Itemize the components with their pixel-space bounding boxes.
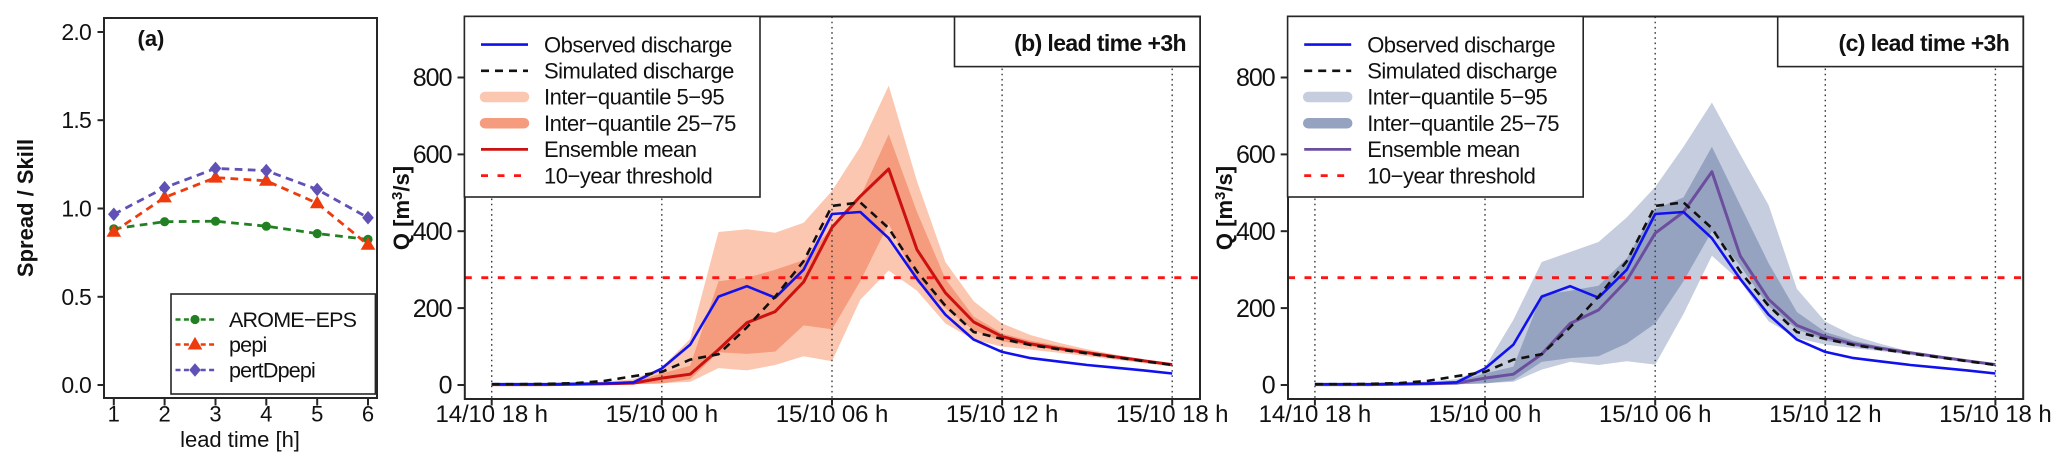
svg-text:Simulated discharge: Simulated discharge — [1367, 59, 1557, 84]
svg-text:10−year threshold: 10−year threshold — [544, 163, 712, 188]
svg-text:800: 800 — [413, 64, 452, 92]
svg-text:5: 5 — [311, 402, 323, 427]
svg-text:Q [m3/s]: Q [m3/s] — [389, 166, 414, 250]
svg-text:15/10 12 h: 15/10 12 h — [1769, 401, 1881, 428]
svg-text:400: 400 — [1236, 218, 1275, 246]
svg-text:1: 1 — [108, 402, 120, 427]
svg-text:1.5: 1.5 — [61, 107, 91, 133]
svg-text:pepi: pepi — [229, 333, 266, 357]
svg-text:3: 3 — [209, 402, 221, 427]
svg-text:0.0: 0.0 — [61, 372, 91, 398]
svg-text:Simulated discharge: Simulated discharge — [544, 59, 734, 84]
svg-text:Ensemble mean: Ensemble mean — [1367, 137, 1519, 162]
svg-text:6: 6 — [362, 402, 374, 427]
svg-text:Inter−quantile 25−75: Inter−quantile 25−75 — [1367, 111, 1559, 136]
svg-text:(b) lead time +3h: (b) lead time +3h — [1014, 30, 1186, 56]
svg-text:800: 800 — [1236, 64, 1275, 92]
svg-text:Q [m3/s]: Q [m3/s] — [1212, 166, 1237, 250]
svg-text:lead time [h]: lead time [h] — [180, 427, 300, 452]
svg-text:15/10 18 h: 15/10 18 h — [1116, 401, 1228, 428]
svg-text:15/10 06 h: 15/10 06 h — [1599, 401, 1711, 428]
svg-text:2.0: 2.0 — [61, 19, 91, 45]
svg-text:15/10 18 h: 15/10 18 h — [1939, 401, 2051, 428]
svg-text:10−year threshold: 10−year threshold — [1367, 163, 1535, 188]
svg-text:0.5: 0.5 — [61, 284, 91, 310]
svg-text:4: 4 — [260, 402, 272, 427]
svg-text:Observed discharge: Observed discharge — [544, 32, 732, 57]
svg-text:pertDpepi: pertDpepi — [229, 359, 315, 383]
svg-text:15/10 00 h: 15/10 00 h — [606, 401, 718, 428]
svg-text:Inter−quantile 5−95: Inter−quantile 5−95 — [544, 85, 724, 110]
svg-text:(c) lead time +3h: (c) lead time +3h — [1839, 30, 2010, 56]
svg-text:400: 400 — [413, 218, 452, 246]
svg-text:Observed discharge: Observed discharge — [1367, 32, 1555, 57]
svg-text:14/10 18 h: 14/10 18 h — [1259, 401, 1371, 428]
svg-text:200: 200 — [413, 295, 452, 323]
svg-text:(a): (a) — [138, 26, 165, 51]
svg-text:Spread / Skill: Spread / Skill — [13, 139, 38, 277]
svg-text:0: 0 — [1262, 372, 1275, 400]
svg-text:14/10 18 h: 14/10 18 h — [435, 401, 547, 428]
svg-text:600: 600 — [1236, 141, 1275, 169]
svg-text:600: 600 — [413, 141, 452, 169]
svg-text:Ensemble mean: Ensemble mean — [544, 137, 696, 162]
svg-text:AROME−EPS: AROME−EPS — [229, 308, 357, 332]
svg-text:15/10 06 h: 15/10 06 h — [776, 401, 888, 428]
svg-text:Inter−quantile 25−75: Inter−quantile 25−75 — [544, 111, 736, 136]
svg-text:Inter−quantile 5−95: Inter−quantile 5−95 — [1367, 85, 1547, 110]
svg-text:0: 0 — [439, 372, 452, 400]
svg-text:1.0: 1.0 — [61, 196, 91, 222]
svg-text:200: 200 — [1236, 295, 1275, 323]
svg-text:15/10 00 h: 15/10 00 h — [1429, 401, 1541, 428]
svg-text:2: 2 — [158, 402, 170, 427]
svg-text:15/10 12 h: 15/10 12 h — [946, 401, 1058, 428]
